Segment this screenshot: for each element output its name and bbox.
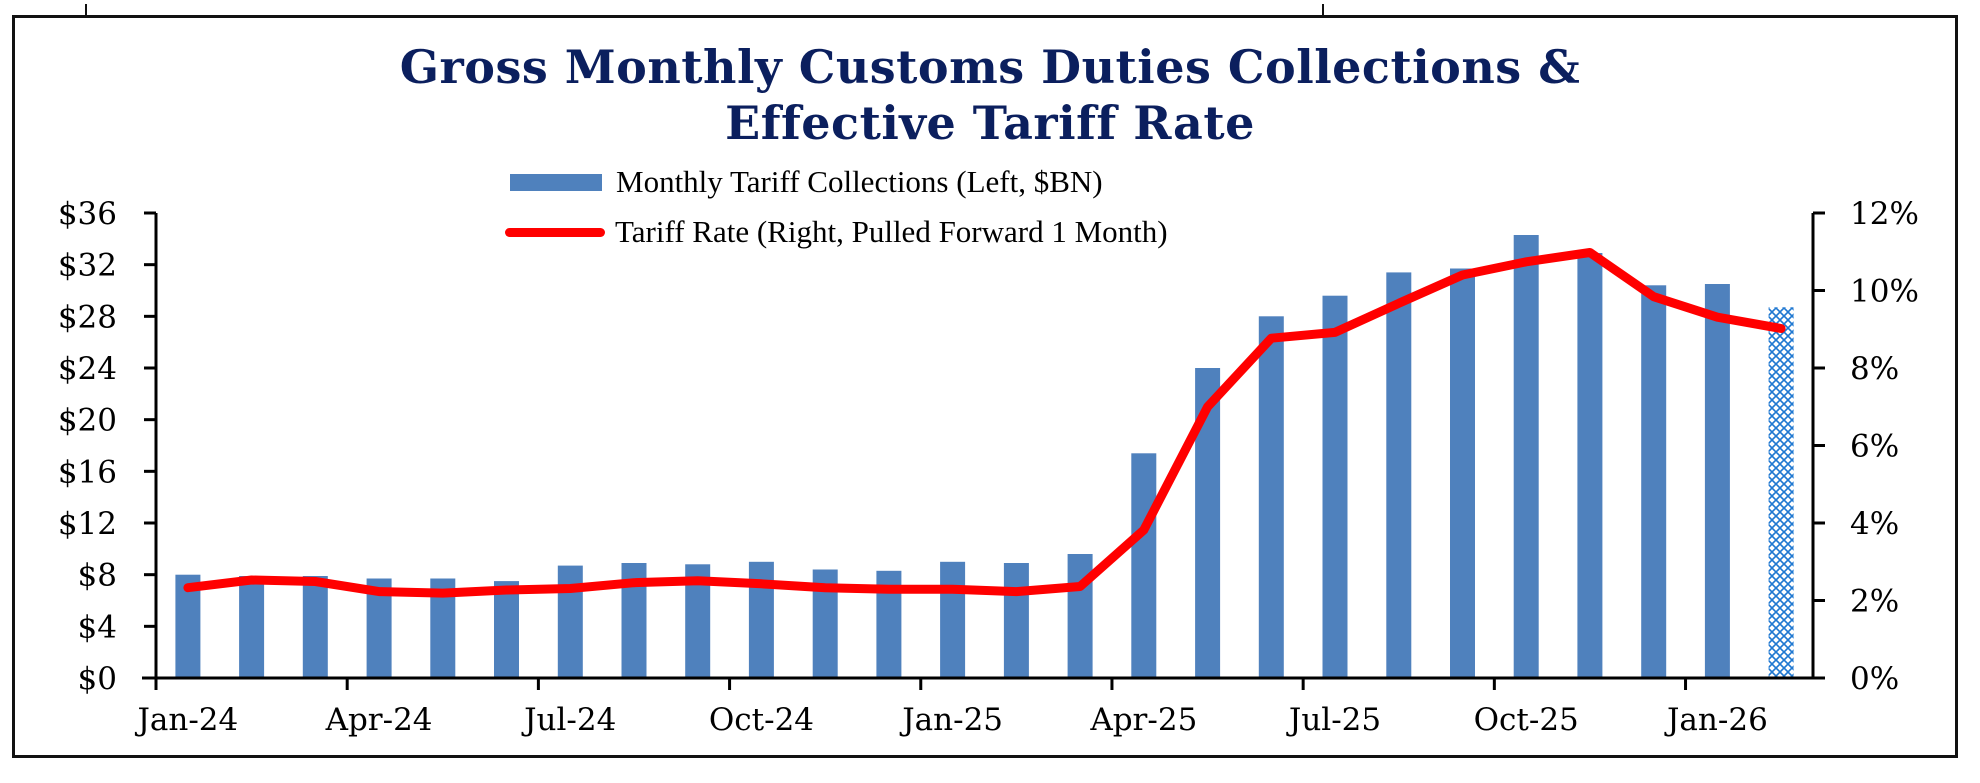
bar	[1704, 284, 1730, 678]
bar	[494, 581, 519, 678]
tariff-rate-line	[183, 248, 1786, 598]
bar	[1386, 272, 1412, 678]
x-axis-tick-label: Oct-25	[1474, 702, 1579, 738]
bar	[1067, 554, 1093, 678]
bar	[1322, 295, 1348, 678]
bar-estimated	[1768, 307, 1794, 678]
legend-label-collections: Monthly Tariff Collections (Left, $BN)	[616, 164, 1103, 199]
frame-top-tick-left	[85, 4, 87, 16]
legend-bar-swatch	[510, 173, 602, 191]
left-axis-tick-label: $32	[58, 248, 117, 284]
bar	[302, 576, 328, 678]
frame-top-tick-right	[1322, 4, 1324, 16]
bar	[557, 565, 583, 678]
bar	[1003, 563, 1029, 678]
bar	[239, 576, 265, 678]
right-axis-tick-label: 2%	[1850, 584, 1899, 620]
bar	[1577, 253, 1603, 678]
x-axis-tick-label: Jul-25	[1286, 702, 1381, 738]
left-axis-tick-label: $24	[58, 351, 117, 387]
axes-layer	[142, 211, 1825, 690]
legend-line-swatch	[505, 227, 605, 237]
right-axis-tick-label: 0%	[1850, 661, 1899, 697]
legend-label-tariff-rate: Tariff Rate (Right, Pulled Forward 1 Mon…	[615, 214, 1168, 249]
left-axis-tick-label: $20	[58, 403, 117, 439]
bar	[940, 561, 966, 679]
bar	[1641, 285, 1667, 678]
legend-item-collections: Monthly Tariff Collections (Left, $BN)	[510, 164, 1103, 200]
labels-layer: $0 $4 $8 $12 $16 $20 $24 $28 $32 $36 0% 2% 4% 6% 8% 10%…	[58, 196, 1919, 738]
left-axis-tick-label: $28	[58, 299, 117, 335]
bar	[1513, 235, 1539, 678]
right-axis-tick-label: 8%	[1850, 351, 1899, 387]
bar	[1131, 453, 1157, 679]
x-axis-tick-label: Apr-25	[1089, 702, 1197, 738]
bar	[1258, 316, 1284, 678]
bar	[1450, 268, 1475, 678]
chart-title-line-2: Effective Tariff Rate	[725, 96, 1255, 150]
x-axis-tick-label: Jul-24	[521, 702, 616, 738]
left-axis-tick-label: $8	[78, 558, 117, 594]
right-axis-tick-label: 10%	[1850, 274, 1919, 310]
legend-item-tariff-rate: Tariff Rate (Right, Pulled Forward 1 Mon…	[505, 214, 1168, 250]
x-axis-tick-label: Jan-26	[1664, 702, 1768, 738]
bars-layer	[175, 235, 1794, 679]
left-axis-tick-label: $0	[78, 661, 117, 697]
left-axis-tick-label: $4	[78, 609, 117, 645]
left-axis-tick-label: $12	[58, 506, 117, 542]
right-axis-tick-label: 4%	[1850, 506, 1899, 542]
line-layer	[183, 248, 1786, 598]
x-axis-tick-label: Jan-24	[134, 702, 238, 738]
x-axis-tick-label: Apr-24	[325, 702, 433, 738]
right-axis-tick-label: 6%	[1850, 429, 1899, 465]
chart-title-line-1: Gross Monthly Customs Duties Collections…	[399, 40, 1581, 94]
left-axis-tick-label: $36	[58, 196, 117, 232]
x-axis-tick-label: Jan-25	[899, 702, 1003, 738]
right-axis-tick-label: 12%	[1850, 196, 1919, 232]
x-axis-tick-label: Oct-24	[709, 702, 814, 738]
chart-frame	[12, 15, 1958, 758]
left-axis-tick-label: $16	[58, 454, 117, 490]
